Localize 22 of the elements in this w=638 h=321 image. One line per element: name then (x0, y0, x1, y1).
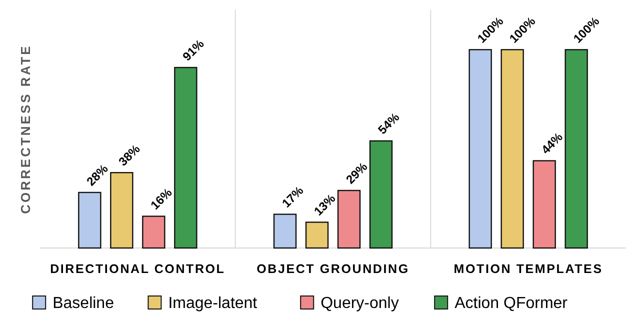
bar (500, 49, 524, 249)
x-tick-label: DIRECTIONAL CONTROL (50, 262, 226, 276)
bar (78, 192, 102, 249)
bar (337, 190, 361, 249)
bar (369, 140, 393, 249)
legend-label: Baseline (52, 295, 114, 312)
legend-label: Image-latent (168, 295, 258, 312)
bar (468, 49, 492, 249)
x-tick-label: MOTION TEMPLATES (454, 262, 603, 276)
data-label: 44% (538, 130, 566, 157)
legend-label: Query-only (320, 295, 399, 312)
bar (110, 172, 134, 249)
bar (305, 222, 329, 249)
x-tick-label: OBJECT GROUNDING (256, 262, 410, 276)
y-axis-title: CORRECTNESS RATE (18, 44, 33, 214)
bar (174, 66, 198, 249)
bar (142, 216, 166, 249)
data-label: 38% (116, 142, 144, 169)
bar (564, 49, 588, 249)
legend-label: Action QFormer (454, 295, 568, 312)
bar (273, 214, 297, 249)
bar (532, 160, 556, 249)
